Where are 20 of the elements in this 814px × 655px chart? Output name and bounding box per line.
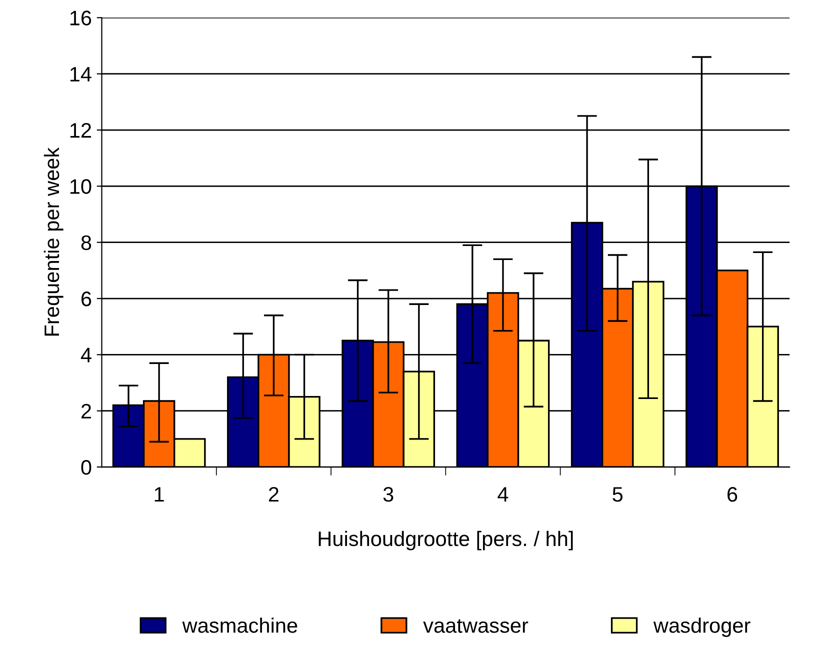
legend-label: wasmachine xyxy=(182,618,298,633)
legend-label: vaatwasser xyxy=(423,619,528,633)
x-tick-label: 6 xyxy=(728,487,738,502)
y-tick-label: 2 xyxy=(81,404,91,418)
y-axis-title: Frequentie per week xyxy=(44,147,64,336)
y-tick-label: 8 xyxy=(81,235,92,250)
x-tick-label: 1 xyxy=(154,487,164,502)
y-tick-label: 10 xyxy=(70,179,92,194)
x-tick-label: 5 xyxy=(612,487,623,502)
x-tick-label: 2 xyxy=(268,487,278,502)
y-tick-label: 12 xyxy=(70,123,91,138)
y-tick-label: 4 xyxy=(80,348,92,362)
x-tick-label: 4 xyxy=(498,487,508,502)
x-tick-label: 3 xyxy=(383,487,394,502)
x-axis-title: Huishoudgrootte [pers. / hh] xyxy=(318,530,573,550)
y-tick-label: 0 xyxy=(81,460,92,475)
y-tick-label: 14 xyxy=(70,67,92,82)
y-tick-label: 16 xyxy=(70,10,92,26)
legend-label: wasdroger xyxy=(653,618,750,637)
y-tick-label: 6 xyxy=(82,292,92,306)
